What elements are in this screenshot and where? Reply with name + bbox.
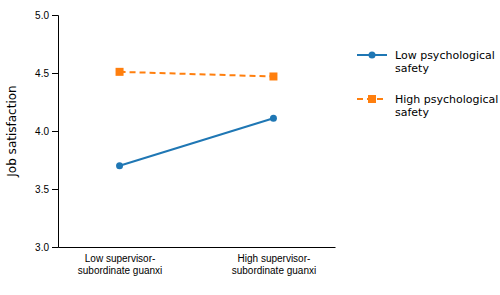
x-axis-line (59, 247, 336, 248)
y-tick-label: 3.0 (35, 242, 49, 253)
x-tick-label: Low supervisor-subordinate guanxi (78, 253, 163, 276)
legend-marker (368, 95, 376, 103)
line (120, 72, 274, 77)
y-tick-mark (52, 131, 58, 132)
y-tick-mark (52, 15, 58, 16)
x-tick: Low supervisor-subordinate guanxi (78, 253, 163, 276)
y-tick: 4.5 (35, 68, 58, 79)
text-line: Low supervisor- (85, 253, 156, 264)
point (116, 162, 123, 169)
text-line: safety (395, 106, 429, 119)
y-tick: 5.0 (35, 10, 58, 21)
point (270, 115, 277, 122)
x-tick: High supervisor-subordinate guanxi (232, 253, 317, 276)
x-tick-label: High supervisor-subordinate guanxi (232, 253, 317, 276)
text-line: subordinate guanxi (232, 265, 317, 276)
y-tick-mark (52, 189, 58, 190)
point (269, 72, 277, 80)
series (116, 115, 277, 170)
legend: Low psychologicalsafetyHigh psychologica… (357, 49, 498, 119)
text-line: safety (395, 62, 429, 75)
y-tick: 3.0 (35, 242, 58, 253)
chart: 3.0 3.5 4.0 4.5 5.0 Low supervisor-subordinat… (0, 0, 500, 295)
marks (116, 68, 278, 169)
y-tick: 3.5 (35, 184, 58, 195)
point (116, 68, 124, 76)
y-tick-mark (52, 247, 58, 248)
y-tick-label: 4.5 (35, 68, 49, 79)
legend-entry: Low psychologicalsafety (357, 49, 495, 75)
text-line: Low psychological (395, 49, 495, 62)
line (120, 118, 274, 166)
legend-marker (369, 52, 376, 59)
legend-label: Low psychologicalsafety (395, 49, 495, 75)
text-line: High supervisor- (238, 253, 311, 264)
plot: 3.0 3.5 4.0 4.5 5.0 Low supervisor-subordinat… (35, 10, 335, 276)
text-line: High psychological (395, 93, 498, 106)
y-tick-mark (52, 73, 58, 74)
legend-label: High psychologicalsafety (395, 93, 498, 119)
y-axis-line (52, 16, 59, 248)
y-axis: 3.0 3.5 4.0 4.5 5.0 (35, 10, 58, 253)
y-tick: 4.0 (35, 126, 58, 137)
text-line: subordinate guanxi (78, 265, 163, 276)
legend-entry: High psychologicalsafety (357, 93, 498, 119)
x-axis: Low supervisor-subordinate guanxiHigh su… (59, 248, 336, 277)
y-tick-label: 5.0 (35, 10, 49, 21)
series (116, 68, 278, 81)
y-axis-title: Job satisfaction (5, 85, 19, 177)
y-tick-label: 3.5 (35, 184, 49, 195)
y-tick-label: 4.0 (35, 126, 49, 137)
